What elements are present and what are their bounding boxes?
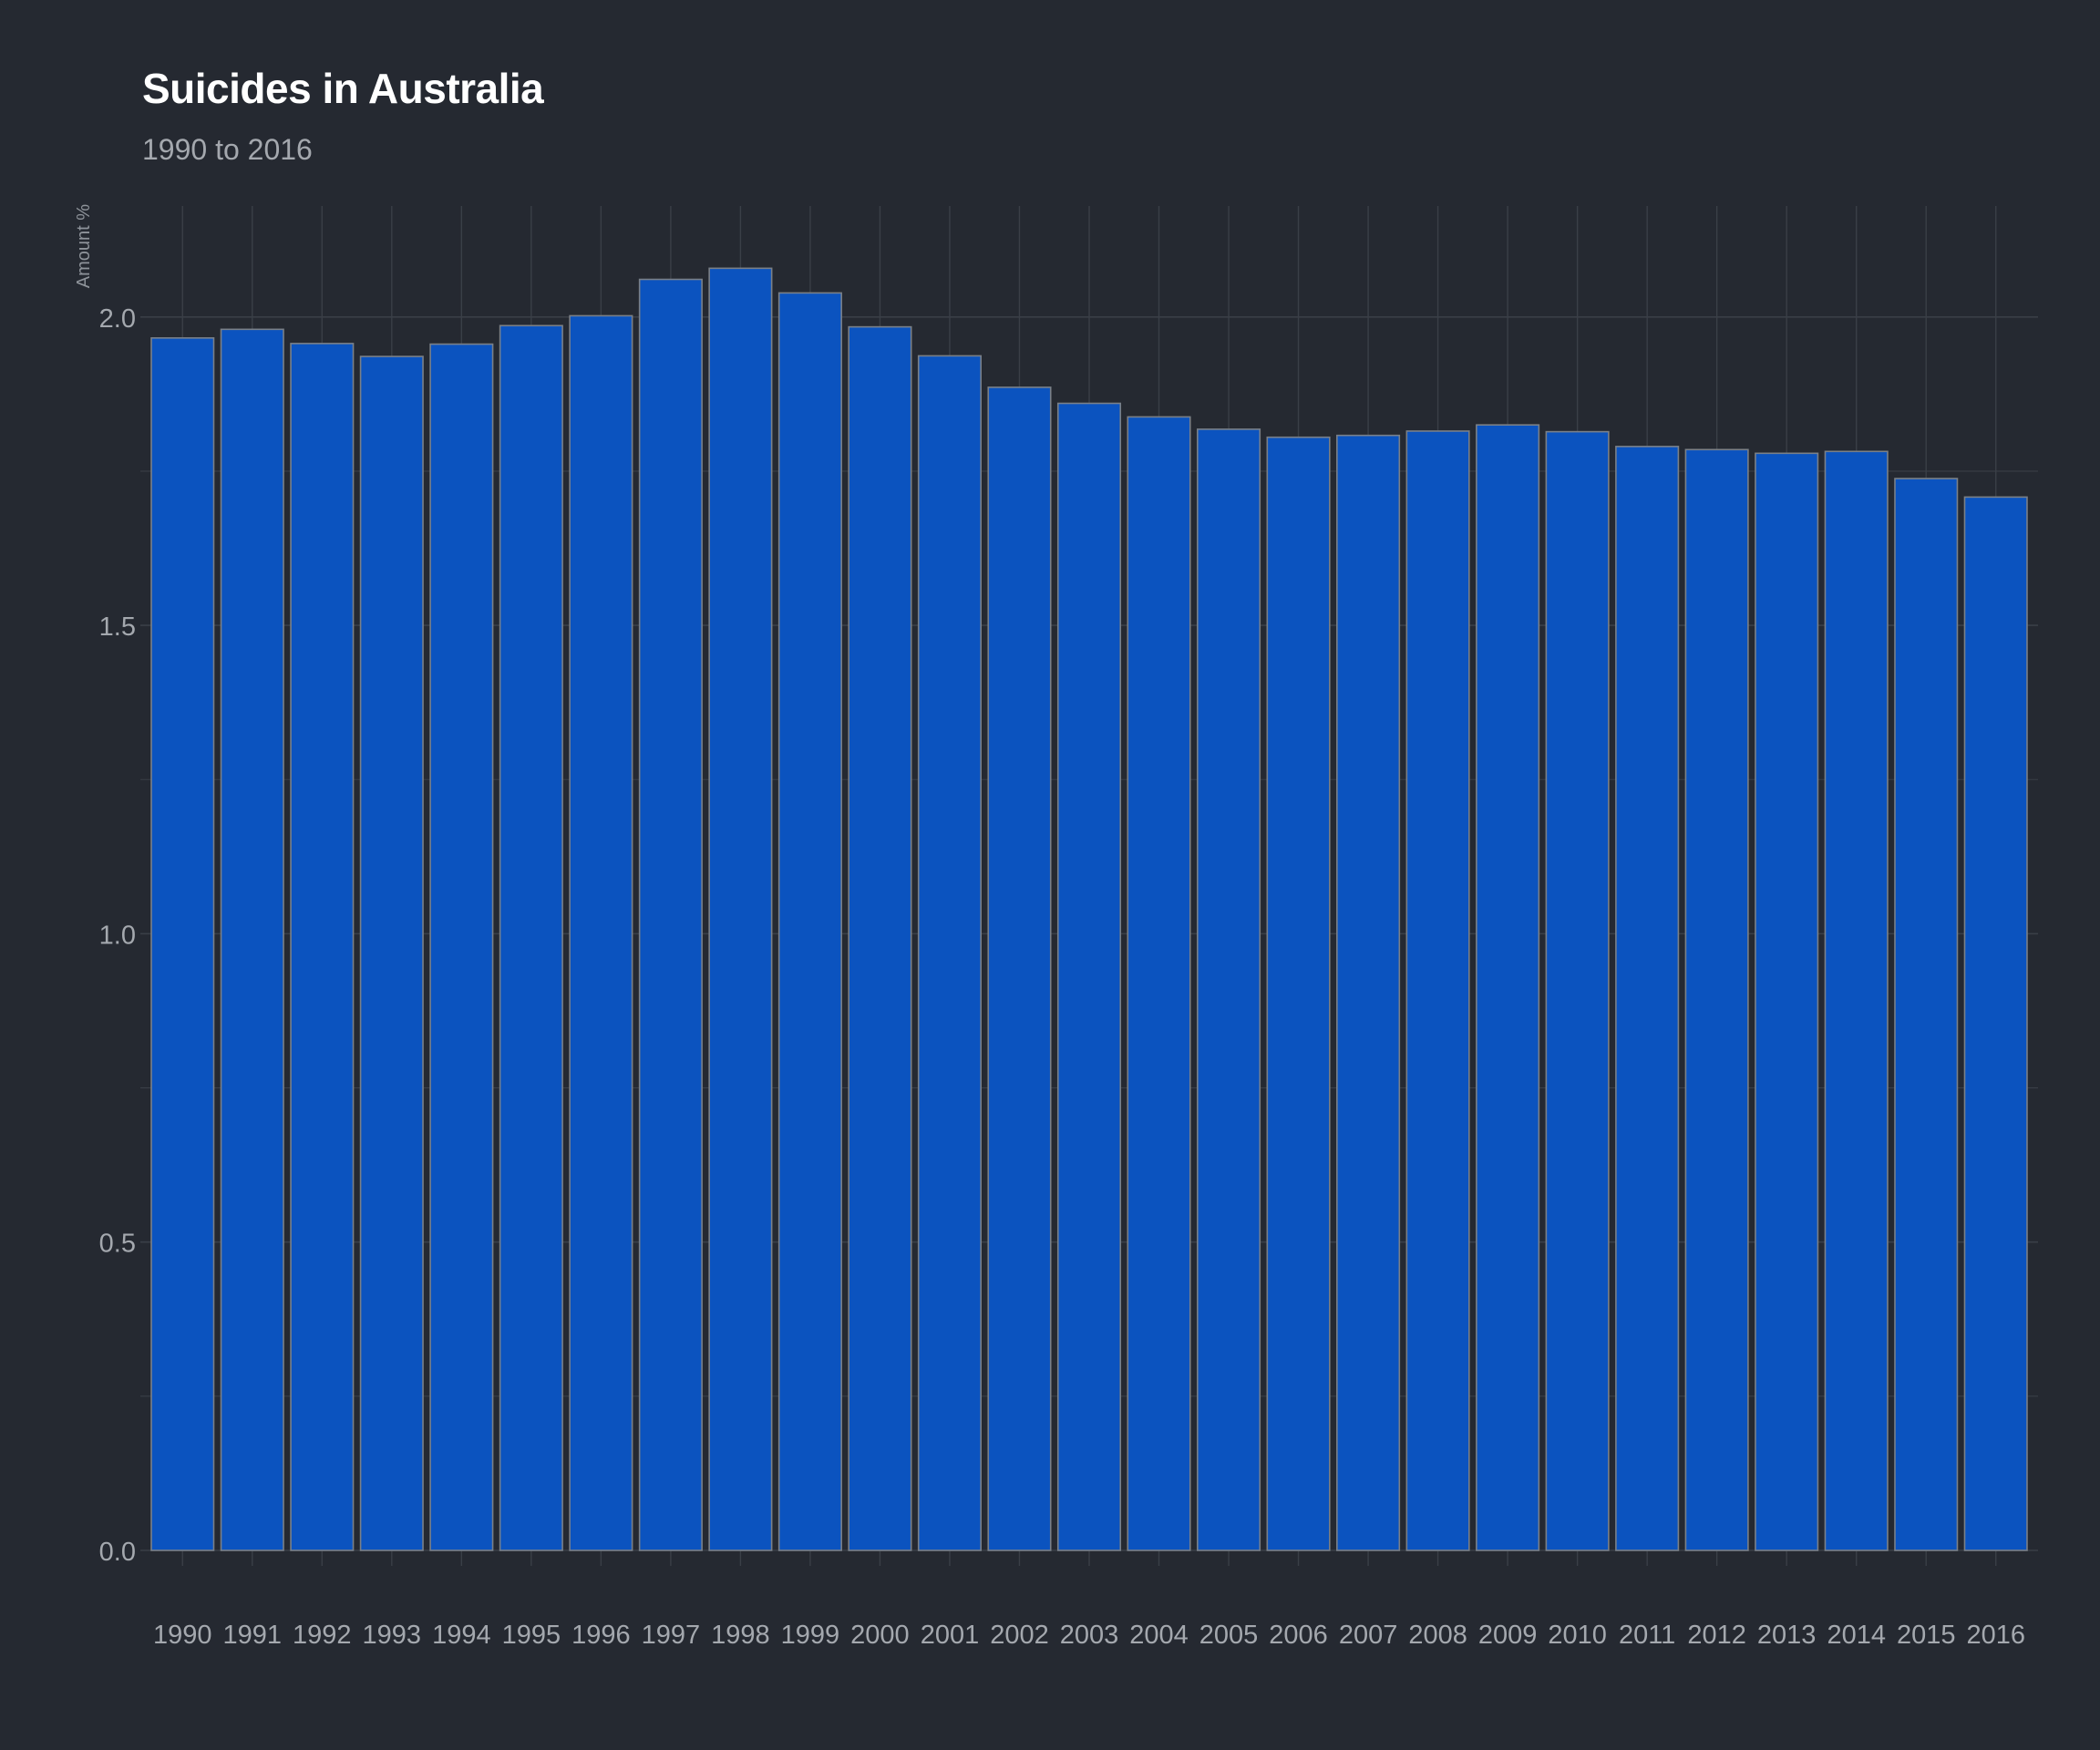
x-tick-label: 1999: [781, 1621, 840, 1650]
x-tick-label: 1992: [293, 1621, 352, 1650]
y-tick-label: 0.0: [99, 1538, 136, 1567]
bar-1991: [220, 328, 284, 1551]
y-tick-label: 0.5: [99, 1230, 136, 1259]
x-tick-label: 2009: [1478, 1621, 1538, 1650]
y-axis-title: Amount %: [74, 204, 94, 288]
x-tick-label: 1997: [642, 1621, 701, 1650]
bars: [150, 267, 2028, 1551]
y-tick-label: 2.0: [99, 304, 136, 334]
x-axis-ticks: 1990 1991 1992 1993 1994 1995 1996 1997 1998 1999…: [153, 1621, 2025, 1650]
x-tick-label: 2010: [1548, 1621, 1607, 1650]
bar-1998: [708, 267, 773, 1551]
bar-2013: [1755, 452, 1819, 1551]
bar-2000: [848, 325, 912, 1551]
chart-subtitle: 1990 to 2016: [142, 133, 313, 166]
x-tick-label: 2014: [1827, 1621, 1886, 1650]
bar-1990: [150, 336, 215, 1551]
bar-2009: [1476, 424, 1540, 1551]
y-tick-label: 1.0: [99, 921, 136, 950]
bar-1993: [359, 355, 424, 1551]
chart-title: Suicides in Australia: [142, 65, 544, 112]
x-tick-label: 2012: [1687, 1621, 1746, 1650]
bar-1999: [777, 292, 842, 1551]
x-tick-label: 2001: [921, 1621, 980, 1650]
bar-1992: [290, 343, 355, 1551]
bar-2002: [987, 386, 1052, 1551]
bar-2011: [1615, 446, 1680, 1551]
bar-2005: [1196, 428, 1261, 1551]
bar-2010: [1545, 430, 1610, 1551]
x-tick-label: 2006: [1269, 1621, 1328, 1650]
bar-2003: [1056, 402, 1122, 1551]
bar-1994: [429, 343, 494, 1551]
x-tick-label: 1998: [711, 1621, 770, 1650]
bar-1995: [499, 324, 563, 1551]
bar-2012: [1684, 448, 1749, 1551]
bar-1997: [638, 278, 703, 1551]
x-tick-label: 2003: [1060, 1621, 1119, 1650]
bar-2007: [1336, 434, 1401, 1551]
x-tick-label: 2013: [1757, 1621, 1817, 1650]
x-tick-label: 2008: [1408, 1621, 1467, 1650]
bar-2006: [1266, 436, 1331, 1551]
x-tick-label: 2004: [1129, 1621, 1189, 1650]
x-tick-label: 2007: [1339, 1621, 1398, 1650]
bar-1996: [569, 314, 633, 1551]
x-tick-label: 2011: [1619, 1621, 1675, 1650]
bar-2016: [1963, 496, 2028, 1551]
x-tick-label: 1990: [153, 1621, 212, 1650]
x-tick-label: 2002: [990, 1621, 1049, 1650]
bar-2015: [1894, 478, 1959, 1551]
x-tick-label: 1991: [223, 1621, 283, 1650]
x-tick-label: 2015: [1897, 1621, 1956, 1650]
bar-2008: [1405, 430, 1470, 1551]
bar-2001: [917, 355, 983, 1551]
y-tick-label: 1.5: [99, 612, 136, 642]
bar-2014: [1824, 450, 1889, 1551]
x-tick-label: 2000: [850, 1621, 910, 1650]
bar-2004: [1127, 416, 1191, 1551]
x-tick-label: 1996: [571, 1621, 631, 1650]
x-tick-label: 2005: [1199, 1621, 1259, 1650]
y-axis-ticks: 0.0 0.5 1.0 1.5 2.0: [99, 304, 136, 1567]
x-tick-label: 1994: [432, 1621, 491, 1650]
x-tick-label: 1995: [502, 1621, 561, 1650]
x-tick-label: 2016: [1966, 1621, 2025, 1650]
x-tick-label: 1993: [363, 1621, 422, 1650]
